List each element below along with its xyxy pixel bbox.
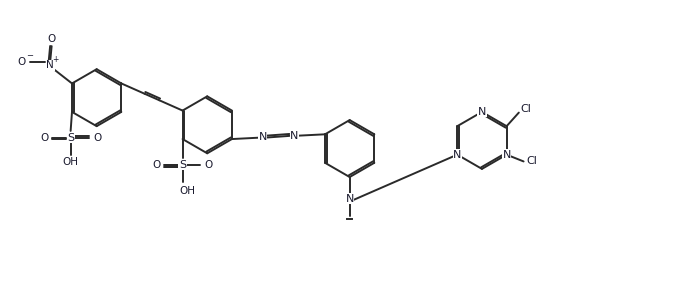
Text: N: N: [46, 60, 54, 70]
Text: OH: OH: [62, 157, 79, 167]
Text: Cl: Cl: [526, 157, 537, 166]
Text: O: O: [152, 160, 160, 170]
Text: N: N: [453, 150, 462, 160]
Text: Cl: Cl: [520, 104, 531, 113]
Text: N: N: [478, 107, 486, 117]
Text: OH: OH: [180, 186, 196, 196]
Text: N: N: [346, 194, 354, 204]
Text: N: N: [290, 131, 299, 141]
Text: O: O: [204, 160, 213, 170]
Text: O: O: [17, 57, 25, 68]
Text: N: N: [259, 132, 267, 143]
Text: O: O: [40, 133, 48, 143]
Text: S: S: [67, 133, 74, 143]
Text: N: N: [502, 150, 511, 160]
Text: −: −: [26, 51, 33, 60]
Text: +: +: [52, 55, 58, 64]
Text: O: O: [48, 34, 56, 44]
Text: O: O: [93, 133, 101, 143]
Text: O: O: [153, 160, 161, 170]
Text: S: S: [179, 160, 186, 170]
